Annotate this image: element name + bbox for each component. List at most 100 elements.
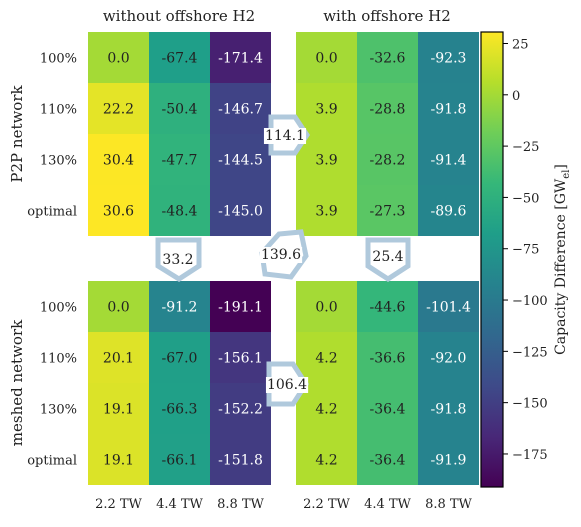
arrow-value-label: 25.4 — [372, 249, 403, 265]
arrow-label-bg — [263, 128, 307, 144]
cell-value-label: 30.4 — [103, 153, 134, 169]
cell-value-label: 4.2 — [315, 402, 337, 418]
cell-value-label: -47.7 — [162, 153, 198, 169]
x-tick-label: 8.8 TW — [425, 497, 472, 512]
row-label: 130% — [40, 154, 77, 169]
cell-value-label: -66.1 — [162, 453, 198, 469]
cell-value-label: -145.0 — [218, 204, 263, 220]
cell-value-label: 0.0 — [107, 300, 129, 316]
cell-value-label: -28.2 — [370, 153, 406, 169]
cell-value-label: 3.9 — [315, 153, 337, 169]
arrow-label-bg — [259, 247, 303, 263]
cell-value-label: 30.6 — [103, 204, 134, 220]
cell-value-label: -146.7 — [218, 102, 263, 118]
colorbar-tick-label: −125 — [512, 345, 548, 360]
heatmap-cell — [418, 185, 479, 236]
colorbar-tick-label: −50 — [512, 191, 539, 206]
row-label: 130% — [40, 403, 77, 418]
cell-value-label: -101.4 — [426, 300, 471, 316]
cell-value-label: -152.2 — [218, 402, 263, 418]
heatmap-cell — [149, 383, 210, 434]
cell-value-label: 3.9 — [315, 102, 337, 118]
axis-labels: without offshore H2 with offshore H2 100% 1… — [8, 7, 473, 512]
cell-value-label: 19.1 — [103, 453, 134, 469]
heatmap-cell — [296, 134, 357, 185]
cell-value-label: 0.0 — [315, 300, 337, 316]
heatmap-cell — [88, 281, 149, 332]
row-label: optimal — [27, 454, 77, 469]
arrow-value-label: 106.4 — [267, 377, 307, 393]
cell-value-label: -171.4 — [218, 51, 263, 67]
colorbar-tick-label: −75 — [512, 243, 539, 258]
cell-value-label: 0.0 — [315, 51, 337, 67]
cell-value-label: 20.1 — [103, 351, 134, 367]
cell-value-label: -91.9 — [431, 453, 467, 469]
x-tick-label: 4.4 TW — [364, 497, 411, 512]
column-title: without offshore H2 — [103, 7, 255, 25]
heatmap-cell — [88, 185, 149, 236]
heatmap-cell — [88, 383, 149, 434]
heatmap-cell — [357, 32, 418, 83]
cell-value-label: -28.8 — [370, 102, 406, 118]
heatmap-cell — [418, 332, 479, 383]
row-label: 110% — [40, 352, 77, 367]
cell-value-label: -91.4 — [431, 153, 467, 169]
heatmap-cell — [210, 383, 271, 434]
x-tick-label: 8.8 TW — [217, 497, 264, 512]
heatmap-cell — [210, 332, 271, 383]
heatmap-cell — [210, 281, 271, 332]
heatmap-cell — [296, 32, 357, 83]
heatmap-cell — [418, 281, 479, 332]
heatmap-cell — [357, 332, 418, 383]
arrow-shape — [155, 237, 202, 282]
cell-value-label: -156.1 — [218, 351, 263, 367]
heatmap-cell — [210, 434, 271, 485]
arrow-value-label: 33.2 — [162, 252, 193, 268]
colorbar-gradient — [480, 31, 504, 488]
heatmap-cell — [88, 332, 149, 383]
colorbar-tick-label: −25 — [512, 140, 539, 155]
row-label: 100% — [40, 301, 77, 316]
heatmap-cell — [210, 134, 271, 185]
heatmap-cell — [88, 83, 149, 134]
row-label: optimal — [27, 205, 77, 220]
colorbar-tick-label: −175 — [512, 448, 548, 463]
cell-value-label: 0.0 — [107, 51, 129, 67]
row-group-label: meshed network — [8, 319, 26, 446]
heatmap-cell — [149, 434, 210, 485]
heatmap-cell — [357, 281, 418, 332]
arrow-value-label: 114.1 — [265, 128, 305, 144]
heatmap-cell — [296, 332, 357, 383]
heatmap-cell — [418, 434, 479, 485]
cell-value-label: -36.4 — [370, 453, 406, 469]
heatmap-cell — [418, 383, 479, 434]
heatmap-cell — [357, 185, 418, 236]
cell-value-label: -91.2 — [162, 300, 198, 316]
column-title: with offshore H2 — [323, 7, 451, 25]
cell-value-label: 3.9 — [315, 204, 337, 220]
arrow-label-bg — [265, 377, 309, 393]
cell-value-label: -144.5 — [218, 153, 263, 169]
heatmap-cell — [357, 434, 418, 485]
cell-value-label: -36.4 — [370, 402, 406, 418]
heatmap-cell — [357, 134, 418, 185]
cell-value-label: -27.3 — [370, 204, 406, 220]
colorbar-tick-label: −100 — [512, 294, 548, 309]
cell-value-label: -151.8 — [218, 453, 263, 469]
arrow-shape — [365, 237, 411, 282]
cell-value-label: -89.6 — [431, 204, 467, 220]
heatmap-cell — [88, 134, 149, 185]
heatmap-cell — [357, 383, 418, 434]
cell-value-label: -91.8 — [431, 402, 467, 418]
x-tick-label: 4.4 TW — [156, 497, 203, 512]
heatmap-cell — [296, 185, 357, 236]
colorbar-tick-label: 0 — [512, 89, 520, 104]
cell-value-label: 4.2 — [315, 453, 337, 469]
cell-value-label: -67.4 — [162, 51, 198, 67]
colorbar: 25 0 −25 −50 −75 −100 −125 −150 −175 Capacity Dif… — [480, 31, 572, 488]
comparison-arrows: 114.1 106.4 33.2 25.4 139.6 — [155, 114, 411, 407]
heatmap-cell — [357, 83, 418, 134]
heatmap-cell — [149, 332, 210, 383]
heatmap-cell — [210, 32, 271, 83]
x-tick-label: 2.2 TW — [95, 497, 142, 512]
